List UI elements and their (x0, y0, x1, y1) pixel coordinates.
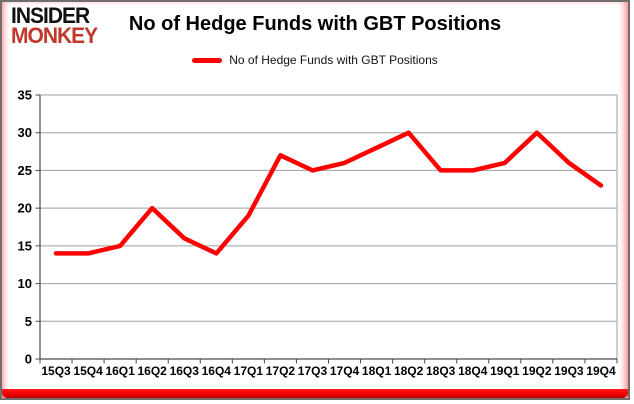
x-tick-label: 19Q3 (554, 364, 584, 378)
y-tick-label: 15 (18, 238, 32, 253)
logo-monkey-text: MONKEY (11, 23, 98, 49)
y-tick-label: 25 (18, 163, 32, 178)
legend-line-swatch (192, 57, 223, 63)
chart-title: No of Hedge Funds with GBT Positions (128, 13, 502, 35)
x-tick-label: 15Q4 (73, 364, 103, 378)
x-tick-label: 16Q2 (138, 364, 168, 378)
y-tick-label: 5 (25, 314, 32, 329)
y-tick-label: 35 (18, 88, 32, 103)
x-tick-label: 16Q3 (170, 364, 200, 378)
x-tick-label: 16Q1 (105, 364, 135, 378)
y-tick-label: 20 (18, 201, 32, 216)
x-tick-label: 17Q2 (266, 364, 296, 378)
series-line (53, 130, 604, 256)
y-tick-label: 0 (25, 352, 32, 367)
y-tick-label: 30 (18, 125, 32, 140)
x-tick-label: 18Q2 (394, 364, 424, 378)
bottom-accent-bar (2, 389, 628, 398)
y-tick-label: 10 (18, 276, 32, 291)
logo-insider-text: INSIDER (11, 3, 90, 29)
legend-label: No of Hedge Funds with GBT Positions (229, 53, 438, 67)
x-tick-label: 17Q3 (298, 364, 328, 378)
x-tick-label: 17Q4 (330, 364, 360, 378)
x-tick-label: 17Q1 (234, 364, 264, 378)
x-tick-label: 18Q3 (426, 364, 456, 378)
x-tick-label: 19Q2 (522, 364, 552, 378)
x-tick-label: 16Q4 (202, 364, 232, 378)
x-tick-label: 18Q1 (362, 364, 392, 378)
x-tick-label: 19Q4 (586, 364, 616, 378)
x-tick-label: 19Q1 (490, 364, 520, 378)
insider-monkey-logo: INSIDER MONKEY (11, 3, 98, 49)
x-tick-label: 18Q4 (458, 364, 488, 378)
x-tick-label: 15Q3 (41, 364, 71, 378)
legend: No of Hedge Funds with GBT Positions (2, 53, 628, 67)
